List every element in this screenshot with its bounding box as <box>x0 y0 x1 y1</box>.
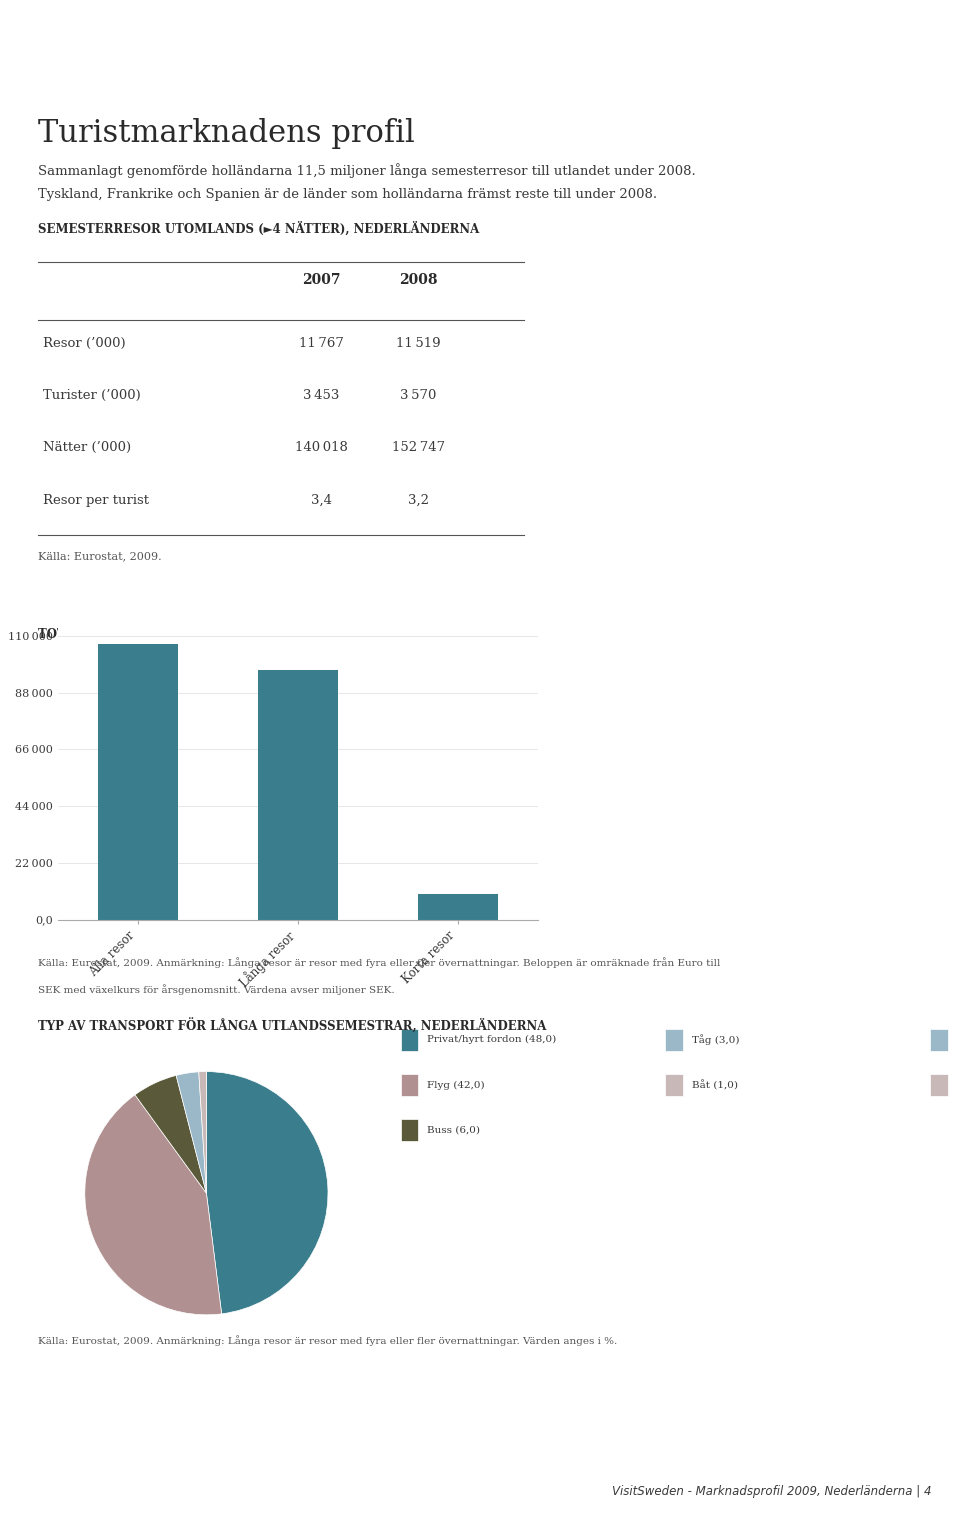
Text: 2007: 2007 <box>301 274 340 287</box>
Text: Nätter (’000): Nätter (’000) <box>43 441 131 454</box>
Bar <box>930 1029 948 1050</box>
Text: 152 747: 152 747 <box>392 441 444 454</box>
Text: Källa: Eurostat, 2009. Anmärkning: Långa resor är resor med fyra eller fler över: Källa: Eurostat, 2009. Anmärkning: Långa… <box>38 958 721 968</box>
Wedge shape <box>206 1072 328 1313</box>
Text: Resor (’000): Resor (’000) <box>43 337 126 350</box>
Bar <box>665 1029 684 1050</box>
Text: Turister (’000): Turister (’000) <box>43 389 140 401</box>
Bar <box>400 1029 419 1050</box>
Text: TYP AV TRANSPORT FÖR LÅNGA UTLANDSSEMESTRAR, NEDERLÄNDERNA: TYP AV TRANSPORT FÖR LÅNGA UTLANDSSEMEST… <box>38 1018 547 1034</box>
Text: SEMESTERRESOR UTOMLANDS (►4 NÄTTER), NEDERLÄNDERNA: SEMESTERRESOR UTOMLANDS (►4 NÄTTER), NED… <box>38 220 480 236</box>
Text: 3,4: 3,4 <box>310 494 331 506</box>
Text: 3,2: 3,2 <box>408 494 429 506</box>
Bar <box>400 1119 419 1142</box>
Wedge shape <box>84 1094 222 1315</box>
Text: Tåg (3,0): Tåg (3,0) <box>692 1034 739 1046</box>
Text: Källa: Eurostat, 2009. Anmärkning: Långa resor är resor med fyra eller fler över: Källa: Eurostat, 2009. Anmärkning: Långa… <box>38 1336 617 1347</box>
Bar <box>400 1075 419 1096</box>
Text: Båt (1,0): Båt (1,0) <box>692 1079 738 1090</box>
Text: 3 453: 3 453 <box>302 389 339 401</box>
Text: TOTALA RESEUTGIFTER PÅ UTLANDSSEMESTERN, NEDERLÄNDERNA: TOTALA RESEUTGIFTER PÅ UTLANDSSEMESTERN,… <box>38 626 514 641</box>
Text: Flyg (42,0): Flyg (42,0) <box>427 1081 485 1090</box>
Wedge shape <box>135 1076 206 1193</box>
Text: VisitSweden - Marknadsprofil 2009, Nederländerna | 4: VisitSweden - Marknadsprofil 2009, Neder… <box>612 1485 931 1497</box>
Text: 2008: 2008 <box>399 274 438 287</box>
Bar <box>418 894 497 920</box>
Text: Källa: Eurostat, 2009.: Källa: Eurostat, 2009. <box>38 552 162 561</box>
Text: 3 570: 3 570 <box>400 389 437 401</box>
Bar <box>98 644 178 920</box>
Text: 11 519: 11 519 <box>396 337 441 350</box>
Bar <box>930 1075 948 1096</box>
Text: Resor per turist: Resor per turist <box>43 494 149 506</box>
Text: SEK med växelkurs för årsgenomsnitt. Värdena avser miljoner SEK.: SEK med växelkurs för årsgenomsnitt. Vär… <box>38 985 395 996</box>
Wedge shape <box>199 1072 206 1193</box>
Text: 11 767: 11 767 <box>299 337 344 350</box>
Bar <box>257 670 338 920</box>
Text: 140 018: 140 018 <box>295 441 348 454</box>
Text: Turistmarknadens profil: Turistmarknadens profil <box>38 119 415 149</box>
Text: Privat/hyrt fordon (48,0): Privat/hyrt fordon (48,0) <box>427 1035 556 1044</box>
Text: Tyskland, Frankrike och Spanien är de länder som holländarna främst reste till u: Tyskland, Frankrike och Spanien är de lä… <box>38 188 658 201</box>
Text: Sammanlagt genomförde holländarna 11,5 miljoner långa semesterresor till utlande: Sammanlagt genomförde holländarna 11,5 m… <box>38 163 696 178</box>
Wedge shape <box>176 1072 206 1193</box>
Text: Buss (6,0): Buss (6,0) <box>427 1126 480 1135</box>
Bar <box>665 1075 684 1096</box>
